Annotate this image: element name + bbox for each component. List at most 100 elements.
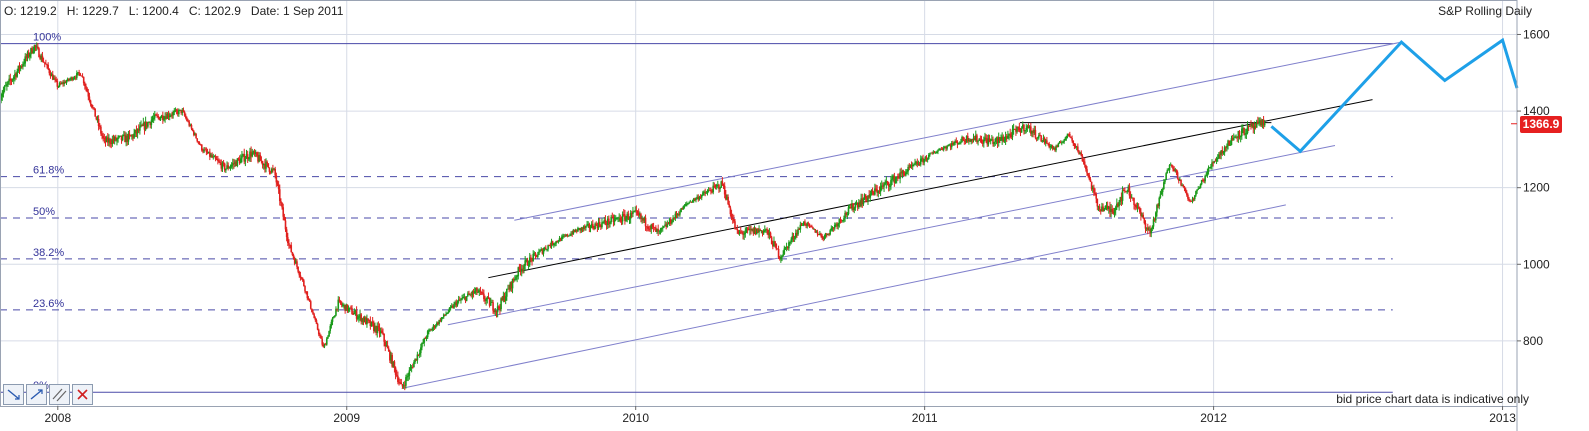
candle-body bbox=[868, 195, 870, 198]
candle-body bbox=[256, 152, 258, 157]
candle-body bbox=[939, 148, 942, 150]
candle-body bbox=[905, 172, 907, 176]
candle-body bbox=[480, 292, 483, 293]
candle-body bbox=[1080, 152, 1083, 156]
candle-body bbox=[191, 128, 194, 131]
candle-body bbox=[749, 229, 751, 231]
candle-body bbox=[675, 213, 678, 216]
candle-body bbox=[663, 225, 665, 228]
candle-body bbox=[892, 175, 895, 180]
candle-body bbox=[872, 192, 875, 195]
candle-body bbox=[364, 317, 367, 325]
candle-body bbox=[899, 172, 901, 179]
candle-body bbox=[739, 231, 742, 233]
candle-body bbox=[162, 115, 164, 120]
candle-body bbox=[1001, 136, 1003, 140]
candle-body bbox=[1104, 206, 1107, 210]
candle-body bbox=[174, 109, 177, 112]
candle-body bbox=[1102, 206, 1104, 212]
candle-body bbox=[933, 152, 936, 154]
candle-body bbox=[627, 213, 630, 220]
trend-up-tool-button[interactable] bbox=[26, 384, 47, 405]
projection-path bbox=[1270, 37, 1519, 154]
candle-body bbox=[813, 229, 815, 230]
candle-body bbox=[762, 230, 765, 234]
candle-body bbox=[874, 188, 876, 195]
candle-body bbox=[1168, 165, 1171, 170]
candle-body bbox=[750, 229, 752, 231]
candle-body bbox=[133, 133, 135, 138]
parallel-lines-tool-button[interactable] bbox=[49, 384, 70, 405]
candle-body bbox=[182, 109, 185, 112]
candle-body bbox=[919, 158, 922, 165]
candle-body bbox=[593, 227, 595, 230]
candle-body bbox=[94, 108, 96, 117]
candle-body bbox=[858, 203, 860, 208]
candle-body bbox=[1188, 198, 1190, 201]
candle-body bbox=[306, 291, 309, 299]
candle-body bbox=[1255, 121, 1258, 128]
candle-body bbox=[113, 136, 116, 141]
candle-body bbox=[617, 217, 619, 219]
candle-body bbox=[100, 126, 102, 134]
candle-body bbox=[236, 158, 239, 166]
candle-body bbox=[753, 228, 756, 234]
candle-body bbox=[1105, 205, 1108, 207]
candle-body bbox=[1011, 129, 1014, 138]
candle-body bbox=[469, 294, 471, 296]
candle-body bbox=[391, 355, 393, 367]
delete-drawing-icon bbox=[77, 389, 88, 400]
candle-body bbox=[86, 88, 88, 93]
candle-body bbox=[85, 86, 87, 89]
candle-body bbox=[824, 233, 827, 237]
candle-body bbox=[1023, 124, 1025, 132]
candle-body bbox=[741, 231, 743, 233]
trend-down-tool-button[interactable] bbox=[3, 384, 24, 405]
candle-body bbox=[272, 168, 274, 170]
candle-body bbox=[836, 224, 838, 227]
candle-body bbox=[888, 186, 891, 187]
candle-body bbox=[807, 222, 810, 224]
candle-body bbox=[1034, 129, 1037, 138]
candle-body bbox=[298, 271, 301, 276]
candle-body bbox=[940, 148, 943, 150]
delete-drawing-button[interactable] bbox=[72, 384, 93, 405]
candle-body bbox=[132, 135, 134, 138]
candle-body bbox=[792, 236, 795, 239]
candle-body bbox=[478, 290, 481, 293]
candle-body bbox=[1042, 137, 1045, 141]
candle-body bbox=[12, 76, 15, 80]
candle-body bbox=[379, 330, 382, 334]
candle-body bbox=[1253, 126, 1256, 129]
candle-body bbox=[712, 185, 715, 193]
candle-body bbox=[1004, 136, 1007, 141]
candle-body bbox=[1129, 195, 1132, 198]
candle-body bbox=[446, 313, 448, 314]
candle-body bbox=[715, 185, 718, 187]
candle-body bbox=[1125, 191, 1127, 192]
candle-body bbox=[1208, 167, 1211, 169]
candle-body bbox=[641, 218, 643, 219]
candle-body bbox=[844, 212, 846, 219]
candle-body bbox=[489, 302, 492, 306]
candle-body bbox=[1206, 171, 1209, 176]
candle-body bbox=[877, 191, 880, 193]
candle-body bbox=[1258, 122, 1260, 124]
candle-body bbox=[187, 120, 189, 122]
candle-body bbox=[761, 230, 764, 234]
candle-body bbox=[1059, 142, 1062, 144]
candle-body bbox=[549, 245, 552, 247]
candle-body bbox=[502, 295, 505, 301]
candle-body bbox=[784, 246, 787, 249]
candle-body bbox=[563, 235, 565, 237]
candle-body bbox=[118, 136, 121, 137]
candle-body bbox=[971, 139, 974, 141]
fib-level-label: 23.6% bbox=[33, 298, 64, 310]
candle-body bbox=[425, 337, 428, 339]
candle-body bbox=[543, 247, 546, 251]
candle-body bbox=[1049, 146, 1052, 148]
candle-body bbox=[1259, 120, 1261, 123]
candle-body bbox=[864, 194, 867, 199]
candle-body bbox=[397, 375, 399, 383]
